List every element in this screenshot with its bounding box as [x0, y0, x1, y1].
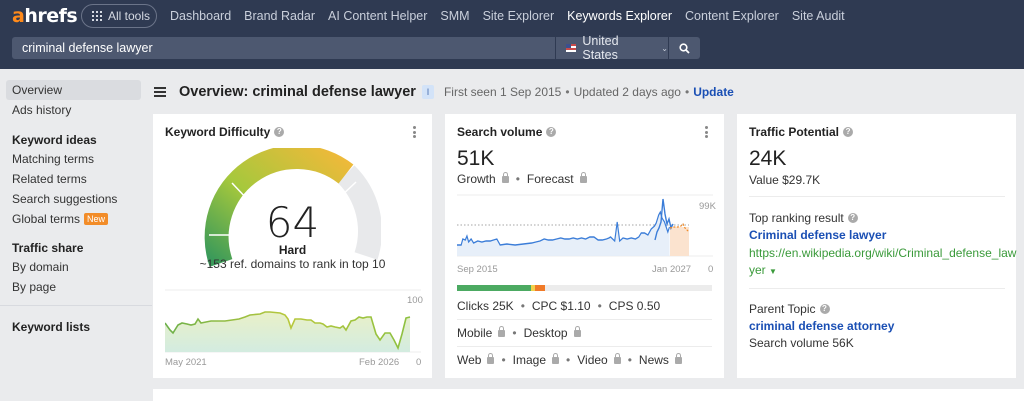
forecast-label[interactable]: Forecast: [526, 172, 574, 186]
sidebar-item-by-page[interactable]: By page: [12, 280, 57, 294]
ahrefs-logo[interactable]: ahrefs: [12, 5, 78, 27]
chevron-down-icon: ⌄: [661, 43, 668, 53]
nav-ai-content-helper[interactable]: AI Content Helper: [328, 9, 428, 23]
help-icon[interactable]: ?: [274, 127, 285, 137]
sidebar-item-overview[interactable]: Overview: [6, 80, 141, 100]
lock-icon: [487, 352, 495, 364]
update-link[interactable]: Update: [693, 85, 734, 99]
kd-x-start: May 2021: [165, 357, 207, 368]
lock-icon: [579, 171, 587, 183]
page-title: Overview: criminal defense lawyer: [179, 84, 416, 100]
main-nav: Dashboard Brand Radar AI Content Helper …: [170, 9, 845, 23]
keyword-difficulty-card: Keyword Difficulty? 64 Hard ~153 ref. do…: [153, 114, 432, 378]
kd-y-max: 100: [407, 295, 423, 306]
more-options-icon[interactable]: [413, 126, 416, 138]
search-type-row: Web • Image • Video • News: [457, 352, 682, 367]
kd-y-min: 0: [416, 357, 422, 368]
device-row: Mobile • Desktop: [457, 325, 581, 340]
hamburger-menu-icon[interactable]: [154, 87, 166, 97]
lock-icon: [613, 352, 621, 364]
new-badge: New: [84, 213, 109, 225]
sidebar-heading-traffic-share: Traffic share: [12, 241, 84, 255]
clicks-cpc-row: Clicks 25K • CPC $1.10 • CPS 0.50: [457, 299, 661, 313]
lock-icon: [674, 352, 682, 364]
help-icon[interactable]: ?: [847, 213, 858, 223]
top-ranking-title-link[interactable]: Criminal defense lawyer: [749, 228, 887, 242]
top-navigation-bar: ahrefs All tools Dashboard Brand Radar A…: [0, 0, 1024, 69]
sv-y-min: 0: [708, 264, 714, 275]
difficulty-gauge: [204, 148, 381, 267]
traffic-potential-card: Traffic Potential? 24K Value $29.7K Top …: [737, 114, 1016, 378]
keyword-search-input[interactable]: criminal defense lawyer: [12, 37, 555, 59]
sidebar-item-keyword-lists[interactable]: Keyword lists: [12, 320, 91, 334]
nav-site-audit[interactable]: Site Audit: [791, 9, 845, 23]
sidebar-item-related-terms[interactable]: Related terms: [12, 172, 87, 186]
traffic-potential-value: 24K: [749, 147, 787, 170]
nav-site-explorer[interactable]: Site Explorer: [482, 9, 555, 23]
search-volume-value: 51K: [457, 147, 495, 170]
sv-y-max: 99K: [699, 201, 716, 212]
kd-history-chart[interactable]: [165, 289, 421, 355]
clicks-split-bar: [457, 285, 712, 291]
all-tools-button[interactable]: All tools: [81, 4, 157, 28]
lock-icon: [573, 325, 581, 337]
difficulty-label: Hard: [278, 243, 307, 257]
sv-x-end: Jan 2027: [652, 264, 692, 275]
sidebar-heading-keyword-ideas: Keyword ideas: [12, 133, 97, 147]
help-icon[interactable]: ?: [546, 127, 557, 137]
kd-x-end: Feb 2026: [359, 357, 400, 368]
search-icon: [679, 42, 690, 54]
more-options-icon[interactable]: [705, 126, 708, 138]
search-volume-chart[interactable]: [457, 192, 713, 258]
lock-icon: [552, 352, 560, 364]
sidebar-divider: [0, 305, 152, 306]
help-icon[interactable]: ?: [819, 304, 830, 314]
search-volume-card: Search volume? 51K Growth • Forecast 99K…: [445, 114, 724, 378]
nav-brand-radar[interactable]: Brand Radar: [244, 9, 316, 23]
next-section-card: [153, 389, 1024, 401]
traffic-value: Value $29.7K: [749, 173, 821, 187]
page-header: Overview: criminal defense lawyer I Firs…: [152, 80, 734, 104]
nav-dashboard[interactable]: Dashboard: [170, 9, 232, 23]
lock-icon: [498, 325, 506, 337]
parent-topic-link[interactable]: criminal defense attorney: [749, 319, 895, 333]
grid-icon: [92, 11, 102, 21]
keyword-meta: First seen 1 Sep 2015 • Updated 2 days ago…: [443, 85, 734, 99]
country-select[interactable]: United States ⌄: [556, 34, 668, 62]
keyword-difficulty-value: 64: [265, 198, 320, 247]
sidebar: Overview Ads history Keyword ideas Match…: [0, 69, 152, 401]
sidebar-item-by-domain[interactable]: By domain: [12, 260, 69, 274]
nav-keywords-explorer[interactable]: Keywords Explorer: [567, 9, 673, 23]
search-button[interactable]: [669, 37, 700, 59]
lock-icon: [501, 171, 509, 183]
sidebar-item-ads-history[interactable]: Ads history: [12, 103, 72, 117]
nav-smm[interactable]: SMM: [440, 9, 470, 23]
help-icon[interactable]: ?: [843, 127, 854, 137]
difficulty-subtitle: ~153 ref. domains to rank in top 10: [199, 257, 386, 271]
sidebar-item-global-terms[interactable]: Global terms New: [6, 209, 141, 229]
intent-tag[interactable]: I: [421, 85, 434, 99]
sidebar-item-matching-terms[interactable]: Matching terms: [12, 152, 95, 166]
growth-label[interactable]: Growth: [457, 172, 496, 186]
top-ranking-url-link[interactable]: https://en.wikipedia.org/wiki/Criminal_d…: [749, 246, 1017, 260]
us-flag-icon: [566, 44, 577, 52]
caret-down-icon[interactable]: ▼: [769, 267, 777, 276]
nav-content-explorer[interactable]: Content Explorer: [685, 9, 779, 23]
parent-topic-volume: Search volume 56K: [749, 336, 854, 350]
sv-x-start: Sep 2015: [457, 264, 498, 275]
sidebar-item-search-suggestions[interactable]: Search suggestions: [12, 192, 118, 206]
